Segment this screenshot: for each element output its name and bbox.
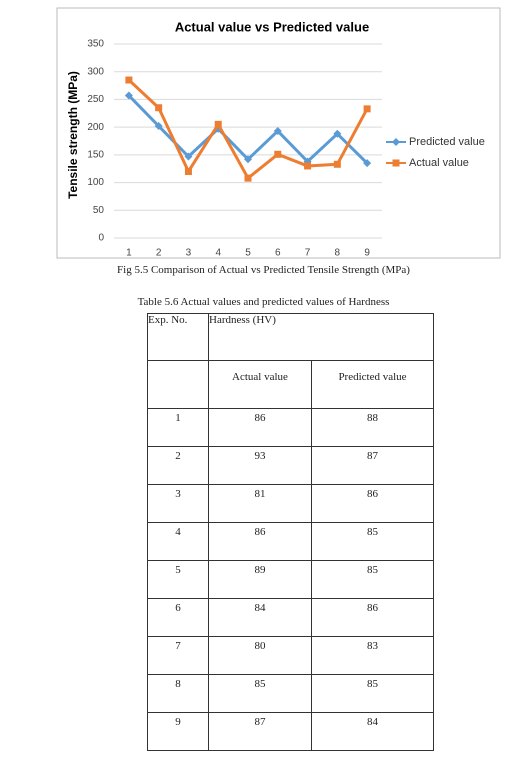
point-marker [333, 129, 342, 138]
y-tick-label: 100 [87, 177, 104, 188]
table-cell: 84 [311, 712, 434, 751]
x-tick-label: 2 [156, 248, 162, 259]
table-row: 1 86 88 [147, 408, 434, 447]
header-cell: Exp. No. [147, 313, 209, 361]
point-marker [124, 91, 133, 100]
table-cell: 85 [311, 522, 434, 561]
point-marker [244, 174, 252, 182]
x-tick-label: 6 [275, 248, 281, 259]
y-axis-label: Tensile strength (MPa) [66, 71, 80, 199]
table-title: Table 5.6 Actual values and predicted va… [137, 296, 390, 308]
table-cell: 87 [311, 446, 434, 485]
header-cell: Hardness (HV) [208, 313, 434, 361]
table-cell: 84 [208, 598, 312, 637]
table-cell: 5 [147, 560, 209, 599]
table-row: 2 93 87 [147, 446, 434, 485]
point-marker [125, 76, 133, 84]
point-marker [184, 167, 192, 175]
point-marker [333, 160, 341, 168]
table-cell: 3 [147, 484, 209, 523]
table-cell: 89 [208, 560, 312, 599]
table-cell: 6 [147, 598, 209, 637]
chart-title: Actual value vs Predicted value [175, 19, 369, 34]
point-marker [363, 105, 371, 113]
table-cell: 88 [311, 408, 434, 447]
table-cell: 85 [311, 674, 434, 713]
subheader-cell: Predicted value [311, 360, 434, 409]
point-marker [154, 122, 163, 131]
table-row: 4 86 85 [147, 522, 434, 561]
table-row: 6 84 86 [147, 598, 434, 637]
table-row: 5 89 85 [147, 560, 434, 599]
x-tick-label: 4 [215, 248, 221, 259]
point-marker [304, 162, 312, 170]
x-tick-label: 7 [305, 248, 311, 259]
hardness-table: Exp. No. Hardness (HV) Actual value Predic… [147, 313, 434, 751]
table-cell: 86 [208, 522, 312, 561]
table-cell: 1 [147, 408, 209, 447]
legend-marker [392, 138, 400, 146]
table-cell: 93 [208, 446, 312, 485]
table-cell: 86 [311, 484, 434, 523]
table-cell: 85 [311, 560, 434, 599]
y-tick-label: 50 [93, 205, 105, 216]
point-marker [244, 155, 252, 164]
figure-caption: Fig 5.5 Comparison of Actual vs Predicte… [117, 264, 410, 276]
y-tick-label: 300 [87, 66, 104, 77]
table-cell: 86 [311, 598, 434, 637]
table-row: 3 81 86 [147, 484, 434, 523]
y-tick-label: 0 [98, 233, 104, 244]
table-cell: 81 [208, 484, 312, 523]
table-cell: 4 [147, 522, 209, 561]
table-row: 9 87 84 [147, 712, 434, 751]
table-cell: 8 [147, 674, 209, 713]
empty-cell [147, 360, 209, 409]
table-cell: 85 [208, 674, 312, 713]
table-cell: 86 [208, 408, 312, 447]
table-cell: 9 [147, 712, 209, 751]
y-tick-label: 150 [87, 149, 104, 160]
point-marker [274, 150, 282, 158]
table-row: 7 80 83 [147, 636, 434, 675]
point-marker [363, 159, 372, 168]
legend-label: Actual value [409, 157, 469, 169]
x-tick-label: 3 [186, 248, 192, 259]
point-marker [273, 127, 282, 136]
point-marker [214, 120, 222, 128]
x-tick-label: 5 [245, 248, 251, 259]
legend-label: Predicted value [409, 136, 485, 148]
y-tick-label: 200 [87, 122, 104, 133]
table-cell: 80 [208, 636, 312, 675]
legend-marker [392, 159, 400, 167]
subheader-cell: Actual value [208, 360, 312, 409]
point-marker [155, 104, 163, 112]
y-tick-label: 250 [87, 94, 104, 105]
x-tick-label: 9 [364, 248, 370, 259]
x-tick-label: 8 [335, 248, 341, 259]
table-cell: 87 [208, 712, 312, 751]
x-tick-label: 1 [126, 248, 132, 259]
table-cell: 2 [147, 446, 209, 485]
table-cell: 83 [311, 636, 434, 675]
table-row: 8 85 85 [147, 674, 434, 713]
table-body: 1 86 88 2 93 87 3 81 86 4 86 85 5 89 85 6 84 86 7 80 83 8 85 85… [147, 408, 434, 751]
chart: Actual value vs Predicted value Tensile … [56, 7, 501, 259]
point-marker [184, 152, 193, 161]
table-cell: 7 [147, 636, 209, 675]
y-tick-label: 350 [87, 39, 104, 50]
